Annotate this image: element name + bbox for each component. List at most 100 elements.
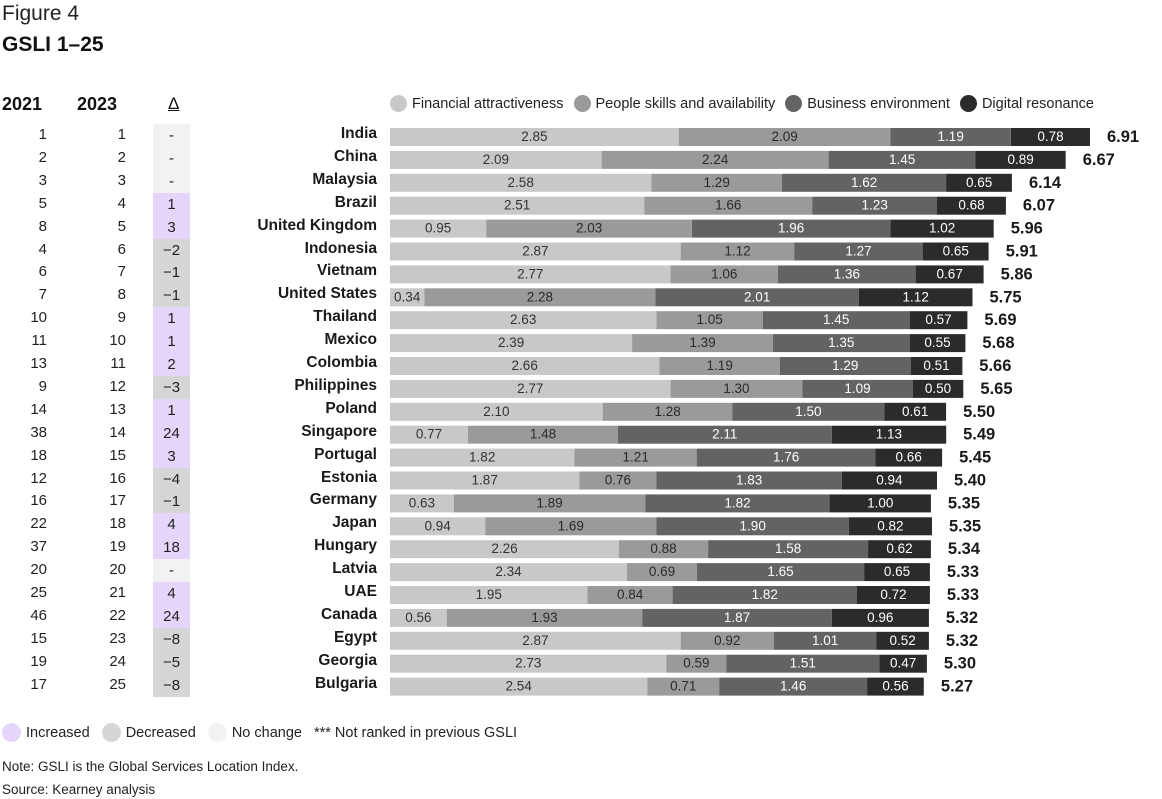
rank-2021: 1 — [38, 126, 47, 143]
bar-segment-label: 0.65 — [943, 244, 969, 259]
rank-change-cell: 1 — [153, 398, 190, 422]
bar-segment-label: 1.89 — [536, 495, 562, 510]
rank-change-cell: −1 — [153, 261, 190, 285]
bar-segment-label: 1.02 — [929, 221, 955, 236]
rank-change-cell: - — [153, 146, 190, 170]
rank-change-cell: 3 — [153, 215, 190, 239]
bar-segment-label: 1.66 — [715, 198, 741, 213]
bar-segment — [859, 288, 973, 307]
figure-label: Figure 4 — [2, 2, 80, 25]
legend-item-digital: Digital resonance — [959, 95, 1094, 112]
total-score-label: 5.35 — [949, 517, 981, 535]
rank-2023: 17 — [109, 492, 126, 510]
bar-segment-label: 2.09 — [483, 152, 509, 167]
rank-2021: 25 — [30, 584, 47, 601]
chart-legend: Financial attractiveness People skills a… — [390, 95, 1104, 112]
bar-segment-label: 1.83 — [736, 473, 762, 488]
bar-segment-label: 0.94 — [876, 473, 903, 488]
bar-segment — [390, 586, 588, 604]
legend-swatch-financial — [390, 95, 407, 112]
bar-segment-label: 1.06 — [711, 266, 737, 281]
legend-swatch-digital — [959, 95, 977, 112]
bar-segment-label: 0.89 — [1007, 152, 1033, 167]
bar-segment — [762, 311, 910, 330]
total-score-label: 5.40 — [954, 472, 986, 490]
bar-segment-label: 1.19 — [707, 358, 733, 373]
total-score-label: 5.33 — [947, 563, 979, 581]
rank-change-cell: 1 — [153, 192, 190, 216]
bar-segment-label: 1.95 — [476, 587, 502, 602]
bar-segment-label: 1.69 — [558, 518, 584, 533]
no-change-swatch — [207, 723, 227, 742]
bar-segment — [651, 173, 783, 192]
country-label: Poland — [325, 399, 377, 417]
rank-2021: 20 — [30, 561, 47, 579]
bar-segment — [794, 242, 923, 261]
bar-segment-label: 1.76 — [773, 450, 799, 465]
rank-2023: 3 — [117, 171, 126, 189]
rank-change-cell: 1 — [153, 330, 190, 354]
rank-2021: 12 — [30, 469, 47, 487]
bar-segment-label: 0.77 — [416, 427, 442, 442]
bar-segment — [656, 517, 849, 536]
rank-2021: 7 — [38, 286, 47, 304]
bar-segment-label: 2.26 — [491, 541, 517, 556]
bar-segment-label: 1.05 — [696, 312, 722, 327]
rank-change-cell: 4 — [153, 582, 190, 605]
rank-2021: 8 — [38, 217, 47, 235]
rank-2023: 6 — [117, 240, 126, 258]
bar-segment-label: 1.12 — [724, 244, 750, 259]
bar-segment — [647, 677, 720, 696]
bar-segment — [390, 608, 447, 627]
rank-2023: 22 — [109, 606, 126, 624]
bar-segment-label: 2.28 — [527, 289, 553, 304]
bar-segment — [828, 150, 976, 169]
bar-segment-label: 0.88 — [650, 541, 676, 556]
bar-segment — [864, 563, 930, 582]
bar-segment — [772, 334, 910, 353]
rank-2021: 22 — [30, 515, 47, 533]
rank-2023: 13 — [109, 400, 126, 418]
total-score-label: 6.14 — [1029, 174, 1062, 192]
bar-segment-label: 1.13 — [876, 427, 902, 442]
rank-2021: 46 — [30, 606, 47, 624]
bar-segment — [670, 379, 803, 398]
bar-segment-label: 2.66 — [512, 358, 538, 373]
rank-2023: 18 — [109, 515, 126, 533]
bar-segment — [879, 654, 927, 673]
bar-segment-label: 1.93 — [531, 610, 557, 625]
bar-segment — [841, 471, 937, 490]
rank-2023: 1 — [117, 126, 126, 143]
rank-2021: 19 — [30, 652, 47, 670]
legend-label-digital: Digital resonance — [981, 95, 1094, 112]
rank-change-cell: −8 — [153, 627, 190, 651]
legend-item-people: People skills and availability — [573, 95, 776, 112]
bar-segment — [831, 425, 947, 444]
total-score-label: 5.66 — [979, 357, 1011, 375]
bar-segment — [666, 654, 727, 673]
bar-segment — [678, 128, 891, 146]
bar-segment-label: 1.82 — [724, 495, 750, 510]
not-ranked-label: *** Not ranked in previous GSLI — [313, 724, 518, 741]
bar-segment-label: 0.34 — [394, 289, 421, 304]
bar-segment — [579, 471, 657, 490]
bar-segment-label: 0.78 — [1037, 129, 1063, 144]
bar-segment — [574, 448, 697, 467]
legend-label-people: People skills and availability — [595, 95, 776, 112]
bar-segment — [390, 288, 425, 307]
bar-segment-label: 2.24 — [702, 152, 729, 167]
bar-segment — [642, 608, 832, 627]
total-score-label: 6.67 — [1083, 151, 1115, 169]
bar-segment — [875, 448, 943, 467]
bar-segment — [910, 357, 963, 375]
bar-segment — [780, 357, 911, 375]
bar-segment-label: 1.01 — [812, 633, 838, 648]
bar-segment-label: 1.19 — [938, 129, 964, 144]
bar-segment — [975, 150, 1066, 169]
bar-segment — [884, 402, 947, 421]
bar-segment-label: 0.67 — [937, 266, 963, 281]
bar-segment — [890, 219, 994, 238]
rank-2023: 23 — [109, 629, 126, 647]
bar-segment — [390, 631, 681, 650]
increased-swatch — [2, 723, 21, 742]
